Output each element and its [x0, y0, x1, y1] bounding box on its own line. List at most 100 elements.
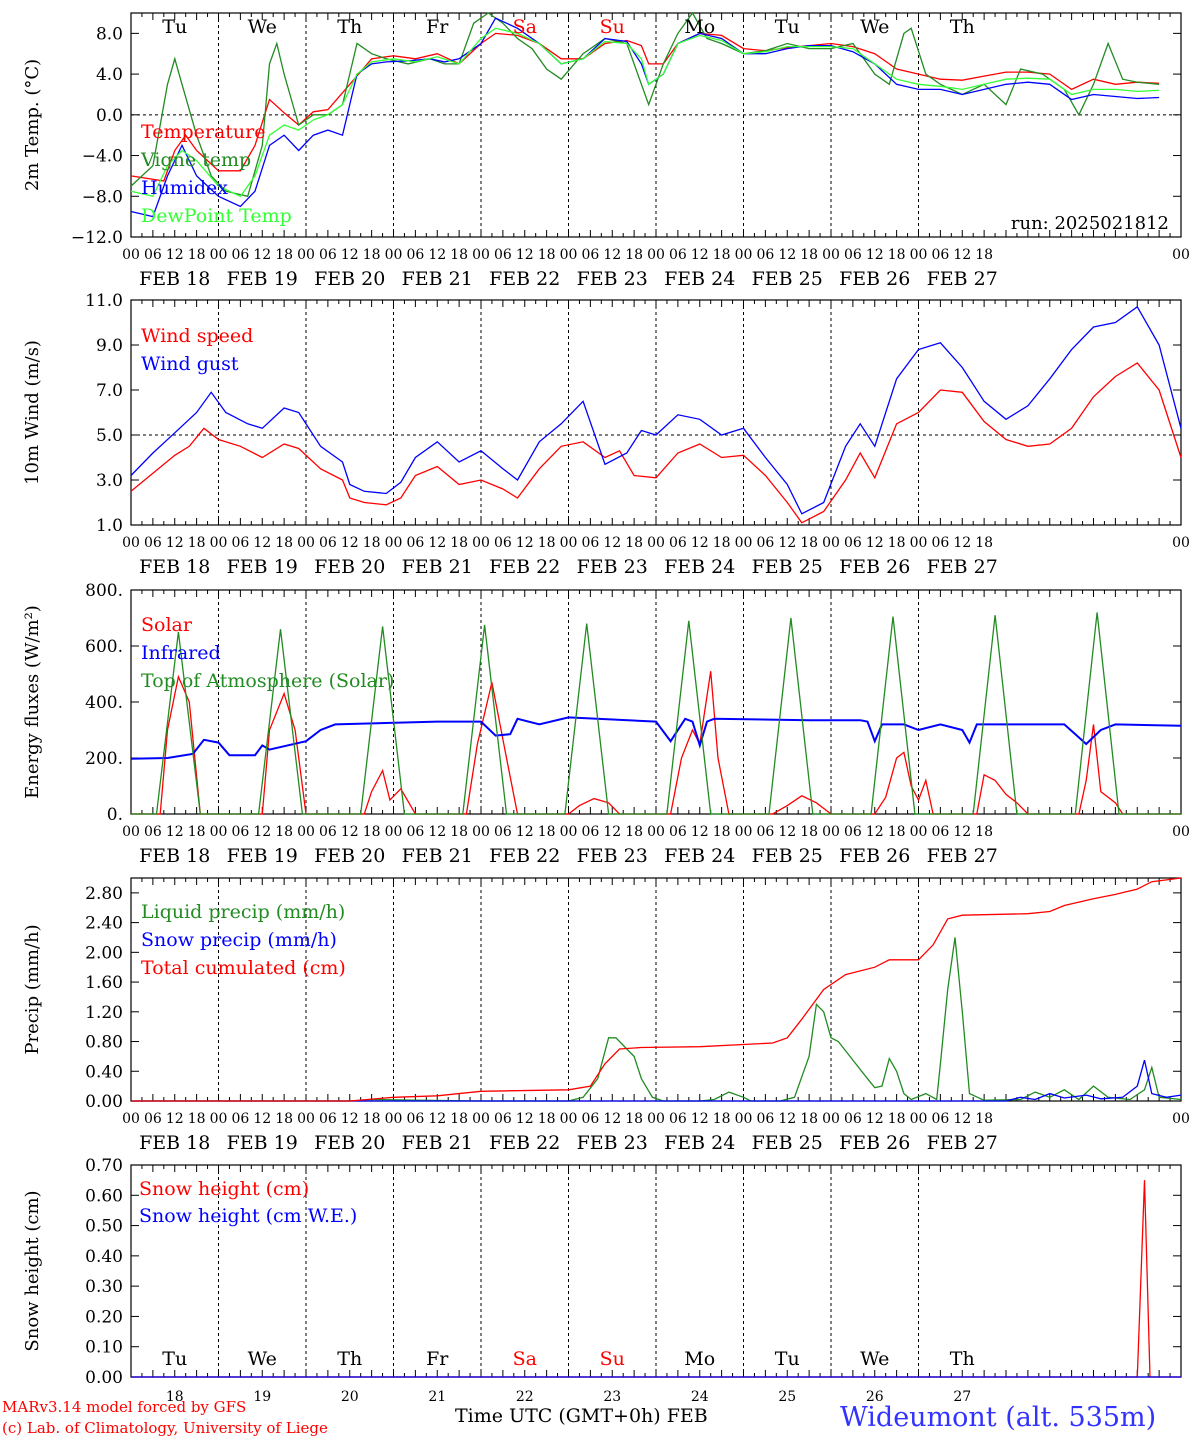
x-axis-month: FEB [666, 1405, 708, 1427]
hour-tick-label: 00 [910, 824, 928, 840]
hour-tick-label: 06 [231, 535, 249, 551]
hour-tick-label: 06 [756, 535, 774, 551]
hour-tick-label: 12 [253, 535, 271, 551]
hour-tick-label: 00 [122, 535, 140, 551]
hour-tick-label: 18 [888, 247, 906, 263]
weekday-label: Su [600, 1348, 625, 1370]
hour-tick-label: 00 [297, 535, 315, 551]
date-label: FEB 23 [577, 845, 648, 867]
y-tick-label: 1.60 [85, 973, 123, 993]
y-tick-label: 3.0 [96, 471, 123, 491]
hour-tick-label: 12 [953, 824, 971, 840]
hour-tick-label: 06 [406, 824, 424, 840]
hour-tick-label: 06 [844, 1111, 862, 1127]
date-label: FEB 22 [489, 556, 560, 578]
hour-tick-label: 12 [253, 824, 271, 840]
hour-tick-label: 06 [319, 1111, 337, 1127]
weekday-label: Th [337, 1348, 362, 1370]
chart-panel-2: 11.0 9.0 7.0 5.0 3.0 1.0 10m Wind (m/s) Wind sp… [22, 291, 1190, 578]
date-label: FEB 24 [664, 845, 735, 867]
day-number-label: 23 [603, 1389, 621, 1405]
hour-tick-label: 06 [144, 535, 162, 551]
series-line [130, 362, 1182, 524]
hour-tick-label: 18 [450, 535, 468, 551]
y-tick-label: 800. [85, 581, 123, 601]
weekday-label: We [248, 16, 277, 38]
hour-tick-label: 00 [122, 247, 140, 263]
weekday-label: Th [337, 16, 362, 38]
hour-tick-label: 18 [625, 247, 643, 263]
series-line [131, 612, 1181, 815]
hour-tick-label: 18 [713, 535, 731, 551]
hour-tick-label: 18 [363, 1111, 381, 1127]
date-label: FEB 21 [402, 1132, 473, 1154]
x-axis-label: Time UTC (GMT+0h) [455, 1405, 661, 1427]
hour-tick-label: 06 [144, 1111, 162, 1127]
y-tick-label: 0.10 [85, 1338, 123, 1358]
weekday-label: We [860, 1348, 889, 1370]
y-axis-title: Snow height (cm) [22, 1190, 43, 1351]
y-tick-label: 0.40 [85, 1247, 123, 1267]
hour-tick-label: 18 [625, 824, 643, 840]
hour-tick-label: 00 [385, 535, 403, 551]
hour-tick-label: 00 [1172, 535, 1190, 551]
day-number-label: 27 [953, 1389, 971, 1405]
chart-panel-1: 8.0 4.0 0.0 −4.0 −8.0 −12.0 2m Temp. (°C) Tempe… [22, 11, 1190, 290]
hour-tick-label: 00 [647, 247, 665, 263]
legend-entry: DewPoint Temp [141, 205, 292, 227]
hour-tick-label: 00 [910, 247, 928, 263]
date-label: FEB 26 [839, 556, 910, 578]
model-credit: MARv3.14 model forced by GFS [2, 1398, 247, 1416]
hour-tick-label: 12 [778, 824, 796, 840]
hour-tick-label: 06 [844, 247, 862, 263]
y-tick-label: 2.00 [85, 943, 123, 963]
y-tick-label: 0.00 [85, 1092, 123, 1112]
chart-panel-3: 800. 600. 400. 200. 0. Energy fluxes (W/m²) So… [22, 581, 1190, 867]
hour-tick-label: 18 [275, 535, 293, 551]
date-label: FEB 18 [139, 1132, 210, 1154]
hour-tick-label: 12 [953, 247, 971, 263]
hour-tick-label: 12 [603, 247, 621, 263]
date-label: FEB 18 [139, 268, 210, 290]
hour-tick-label: 06 [756, 1111, 774, 1127]
hour-tick-label: 06 [756, 824, 774, 840]
hour-tick-label: 00 [647, 1111, 665, 1127]
hour-tick-label: 18 [975, 1111, 993, 1127]
hour-tick-label: 00 [385, 1111, 403, 1127]
date-label: FEB 18 [139, 556, 210, 578]
hour-tick-label: 00 [1172, 824, 1190, 840]
hour-tick-label: 06 [669, 1111, 687, 1127]
hour-tick-label: 00 [735, 535, 753, 551]
weekday-label: Tu [162, 1348, 187, 1370]
hour-tick-label: 12 [603, 1111, 621, 1127]
series-line [130, 305, 1182, 515]
date-label: FEB 24 [664, 1132, 735, 1154]
hour-tick-label: 06 [406, 247, 424, 263]
weekday-label: Sa [513, 16, 537, 38]
hour-tick-label: 12 [603, 535, 621, 551]
hour-tick-label: 00 [472, 535, 490, 551]
hour-tick-label: 06 [144, 824, 162, 840]
hour-tick-label: 06 [756, 247, 774, 263]
hour-tick-label: 18 [363, 824, 381, 840]
date-label: FEB 19 [227, 556, 298, 578]
y-tick-label: 0. [107, 805, 123, 825]
hour-tick-label: 06 [144, 247, 162, 263]
legend-entry: Humidex [141, 177, 228, 199]
hour-tick-label: 18 [713, 247, 731, 263]
hour-tick-label: 18 [450, 247, 468, 263]
hour-tick-label: 12 [866, 247, 884, 263]
y-axis-title: 10m Wind (m/s) [22, 340, 43, 485]
hour-tick-label: 12 [778, 535, 796, 551]
hour-tick-label: 12 [166, 535, 184, 551]
date-label: FEB 19 [227, 1132, 298, 1154]
hour-tick-label: 12 [953, 1111, 971, 1127]
hour-tick-label: 18 [538, 824, 556, 840]
hour-tick-label: 06 [669, 535, 687, 551]
hour-tick-label: 06 [931, 247, 949, 263]
hour-tick-label: 18 [450, 1111, 468, 1127]
chart-panel-4: 2.80 2.40 2.00 1.60 1.20 0.80 0.40 0.00 Precip (… [22, 877, 1190, 1154]
date-label: FEB 26 [839, 845, 910, 867]
hour-tick-label: 12 [691, 1111, 709, 1127]
date-label: FEB 20 [314, 1132, 385, 1154]
